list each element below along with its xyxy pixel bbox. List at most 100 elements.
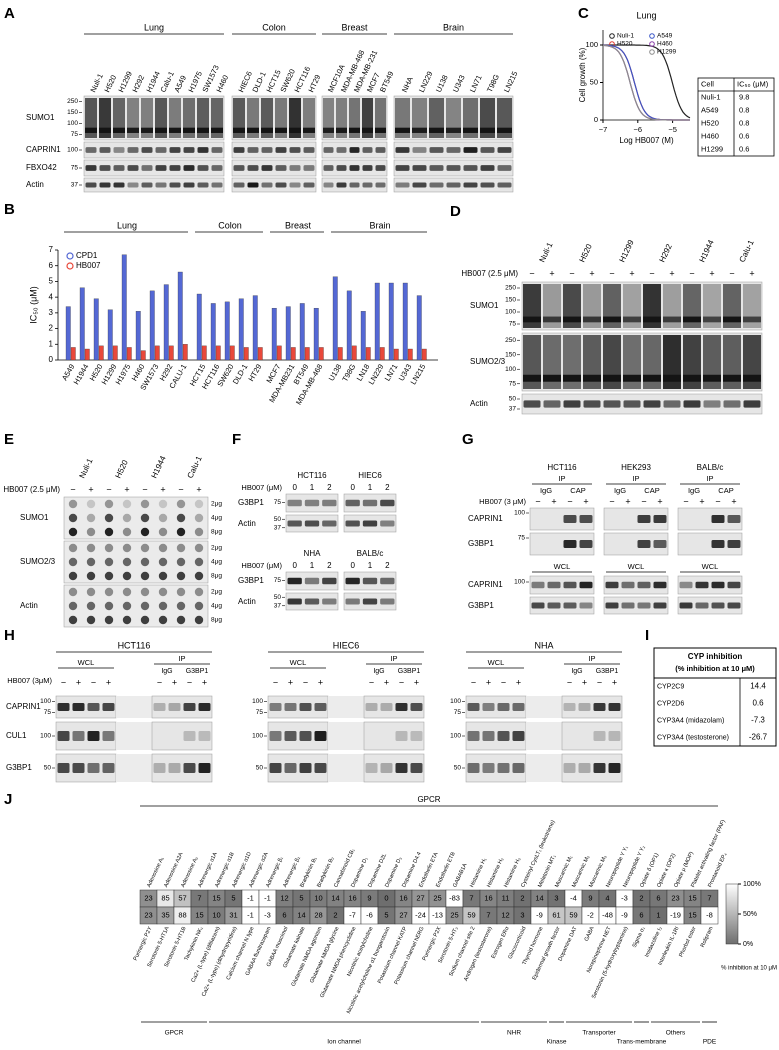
blot-band: [375, 165, 386, 171]
cell-value: 61: [552, 910, 560, 919]
table-frame: [653, 647, 777, 747]
dot: [140, 513, 150, 523]
blot-band: [467, 762, 480, 774]
bar: [252, 295, 258, 361]
dot: [158, 499, 168, 509]
blot-band: [153, 703, 166, 711]
blot-band: [211, 147, 223, 153]
amount-label: 8μg: [211, 529, 222, 536]
blot-band: [99, 182, 111, 188]
blot-band: [482, 703, 495, 711]
blot-band: [87, 762, 100, 774]
cell-value: -8: [706, 910, 713, 919]
blot-band: [233, 182, 245, 188]
table-cell: -26.7: [749, 733, 768, 742]
ip-group-label: CAP: [570, 486, 585, 495]
panel-letter: I: [645, 627, 649, 644]
cell-value: 16: [484, 893, 492, 902]
cell-label: HCT116: [297, 471, 327, 480]
blot-band: [412, 182, 427, 188]
blot-band: [183, 127, 195, 133]
blot-band: [141, 147, 153, 153]
blot-band: [653, 602, 667, 609]
blot: [526, 722, 562, 750]
mw-marker: 100: [67, 120, 78, 127]
sign: +: [414, 677, 419, 687]
blot-band: [563, 515, 577, 523]
blot-band: [637, 540, 651, 548]
blot-band: [211, 182, 223, 188]
dot: [140, 527, 150, 537]
blot-band: [578, 762, 591, 774]
blot-band: [345, 499, 360, 507]
blot-band: [623, 316, 641, 323]
lane-label: HT29: [306, 73, 322, 93]
lane-label: H1944: [698, 238, 716, 264]
table-cell: 0.6: [752, 699, 764, 708]
top-label: Histamine H₃: [503, 857, 522, 889]
sign: −: [729, 268, 734, 278]
mw-marker: 50: [274, 594, 282, 601]
dot: [86, 571, 96, 581]
dot: [68, 543, 78, 553]
legend-marker: [609, 33, 615, 39]
blot-band: [85, 182, 97, 188]
blot-band: [269, 703, 282, 711]
cell-value: 88: [178, 910, 186, 919]
treatment-label: HB007 (3μM): [7, 676, 52, 685]
blot-band: [299, 730, 312, 742]
cell-label: HCT116: [547, 463, 577, 472]
top-label: Adenosine A₃: [180, 856, 199, 889]
blot: [231, 95, 317, 141]
y-tick-label: 2: [49, 324, 54, 333]
blot-band: [603, 316, 621, 323]
blot-band: [547, 581, 561, 589]
bar: [177, 271, 183, 361]
lane-label: H460: [214, 74, 230, 94]
table-cell: H520: [701, 118, 719, 127]
bar: [84, 348, 90, 361]
wcl-label: WCL: [702, 562, 719, 571]
mw-marker: 100: [514, 510, 525, 517]
dot: [194, 543, 204, 553]
sign: −: [501, 677, 506, 687]
blot-band: [197, 127, 209, 133]
blot-band: [410, 762, 423, 774]
bar: [393, 348, 399, 361]
ip-group-label: G3BP1: [186, 668, 209, 675]
fit-curve: [602, 44, 690, 121]
cell-value: -24: [415, 910, 426, 919]
blot-band: [603, 400, 621, 408]
dot: [104, 615, 114, 625]
table-cell: H460: [701, 131, 719, 140]
legend-marker: [649, 49, 655, 55]
dot: [194, 557, 204, 567]
ip-group-label: CAP: [644, 486, 659, 495]
y-tick-label: 3: [49, 308, 54, 317]
blot-band: [543, 374, 561, 382]
legend-label: A549: [657, 33, 673, 40]
legend-marker: [649, 41, 655, 47]
blot-band: [284, 703, 297, 711]
blot-band: [362, 598, 378, 605]
bottom-label: Sigma σ₁: [632, 926, 647, 949]
blot-band: [563, 581, 577, 589]
blot-band: [197, 165, 209, 171]
blot-band: [579, 602, 593, 609]
blot-band: [467, 703, 480, 711]
dot: [140, 587, 150, 597]
bar: [238, 298, 244, 361]
sign: −: [273, 677, 278, 687]
blot-band: [169, 165, 181, 171]
cell-value: 14: [297, 910, 305, 919]
blot-band: [275, 127, 287, 133]
blot-band: [155, 147, 167, 153]
bar: [407, 348, 413, 361]
dot: [176, 527, 186, 537]
dot: [176, 601, 186, 611]
blot-band: [289, 127, 301, 133]
dot-blot: [63, 540, 209, 584]
blot-band: [653, 540, 667, 548]
blot-band: [523, 316, 541, 323]
blot-band: [743, 400, 761, 408]
